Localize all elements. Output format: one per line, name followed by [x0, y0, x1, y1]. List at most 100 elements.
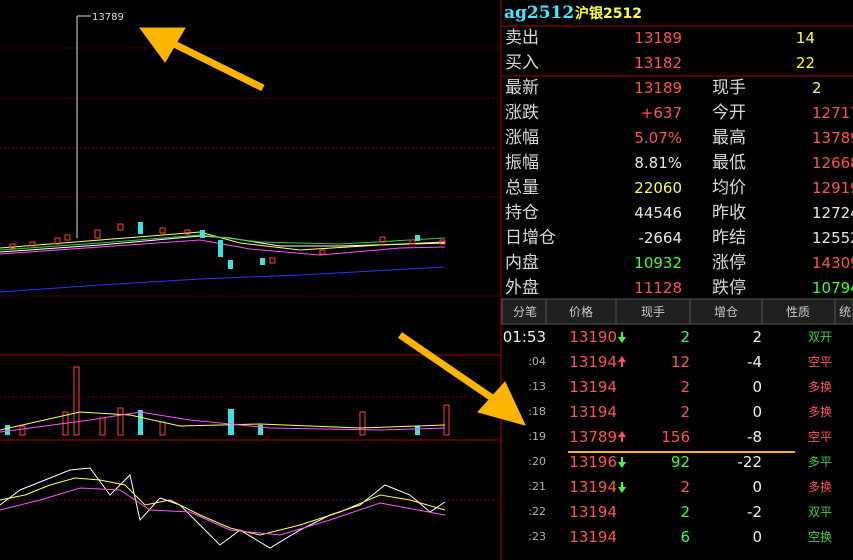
annotation: 13789 [92, 12, 124, 23]
quote-label: 涨跌 [505, 103, 539, 123]
quote-value: 12668 [812, 154, 853, 172]
tick-nature: 多换 [807, 480, 832, 494]
tick-change: 2 [752, 328, 762, 346]
book-label: 买入 [505, 53, 539, 73]
tick-change: -2 [747, 503, 762, 521]
tick-nature: 空平 [807, 430, 832, 444]
quote-label: 昨结 [712, 228, 746, 248]
candles [9, 223, 446, 264]
name: 沪银2512 [575, 6, 642, 22]
quote-label: 最低 [712, 153, 746, 173]
indicator-lines [0, 467, 446, 549]
quote-value: 11128 [634, 279, 682, 297]
book-volume: 22 [795, 54, 815, 72]
tick-volume: 92 [670, 453, 690, 471]
tick-price: 13194 [569, 353, 617, 371]
tick-volume: 156 [661, 428, 690, 446]
book-label: 卖出 [505, 28, 539, 48]
tick-volume: 2 [680, 328, 690, 346]
tick-nature: 双平 [807, 505, 832, 519]
tick-volume: 2 [680, 378, 690, 396]
tick-nature: 多平 [807, 455, 832, 469]
tick-nature: 空平 [807, 355, 832, 369]
quote-label: 内盘 [505, 253, 539, 273]
tick-time: :23 [528, 530, 546, 543]
quote-label: 涨停 [712, 253, 746, 273]
quote-label: 日增仓 [505, 228, 556, 248]
tick-nature: 双开 [807, 330, 832, 344]
quote-value: 10794 [812, 279, 853, 297]
price-arrow [618, 356, 626, 367]
quote-value: 13789 [812, 129, 853, 147]
tick-time: :20 [528, 455, 546, 468]
tick-change: 0 [752, 403, 762, 421]
quote-value: 12724 [812, 204, 853, 222]
tick-change: -22 [737, 453, 763, 471]
quote-label: 总量 [505, 178, 539, 198]
tick-change: 0 [752, 378, 762, 396]
tab-header: 分笔 [512, 305, 537, 319]
quote-value: 5.07% [634, 129, 682, 147]
tick-price: 13190 [569, 328, 617, 346]
tick-price: 13194 [569, 528, 617, 546]
tick-time: :22 [528, 505, 546, 518]
price-arrow [618, 332, 626, 343]
book-volume: 14 [795, 29, 815, 47]
tick-price: 13196 [569, 453, 617, 471]
quote-value: -2664 [638, 229, 682, 247]
quote-value: 10932 [634, 254, 682, 272]
tab-header: 增仓 [713, 305, 738, 319]
quote-value: 14309 [812, 254, 853, 272]
tick-time: :18 [528, 405, 546, 418]
tick-price: 13194 [569, 478, 617, 496]
tab-header: 现手 [640, 305, 665, 319]
grid [0, 47, 500, 501]
overlay-arrows [139, 27, 795, 453]
tick-change: -8 [747, 428, 762, 446]
quote-label: 持仓 [505, 203, 539, 223]
quote-label: 最高 [712, 128, 746, 148]
tick-time: :04 [528, 355, 546, 368]
tick-volume: 2 [680, 403, 690, 421]
tick-price: 13194 [569, 378, 617, 396]
tick-nature: 空换 [807, 530, 832, 544]
tick-volume: 2 [680, 503, 690, 521]
quote-label: 今开 [712, 103, 746, 123]
price-arrows [618, 332, 626, 493]
quote-value: 44546 [634, 204, 682, 222]
tick-time: :19 [528, 430, 546, 443]
quote-value: 22060 [634, 179, 682, 197]
tick-volume: 12 [670, 353, 690, 371]
quote-value: +637 [640, 104, 682, 122]
tick-change: -4 [747, 353, 762, 371]
tab-header: 统 [838, 305, 851, 319]
tick-price: 13789 [569, 428, 617, 446]
moving-averages [0, 231, 446, 293]
candles-down [138, 222, 420, 269]
tick-time: :13 [528, 380, 546, 393]
quote-label: 昨收 [712, 203, 746, 223]
quote-label: 跌停 [712, 278, 746, 298]
quote-value: 8.81% [634, 154, 682, 172]
quote-label: 涨幅 [505, 128, 539, 148]
symbol: ag2512 [504, 3, 575, 23]
volume-averages [0, 411, 446, 433]
quote-label: 振幅 [505, 153, 539, 173]
tick-price: 13194 [569, 403, 617, 421]
tick-volume: 2 [680, 478, 690, 496]
quote-value: 12552 [812, 229, 853, 247]
quote-label: 最新 [505, 78, 539, 98]
price-arrow [618, 482, 626, 493]
tick-time: :21 [528, 480, 546, 493]
tick-time: 01:53 [502, 328, 546, 346]
volume-down [5, 409, 420, 435]
tick-price: 13194 [569, 503, 617, 521]
quote-label: 现手 [712, 78, 746, 98]
quote-value: 2 [812, 79, 822, 97]
tick-volume: 6 [680, 528, 690, 546]
tab-header: 价格 [568, 305, 593, 319]
quote-value: 12919 [812, 179, 853, 197]
